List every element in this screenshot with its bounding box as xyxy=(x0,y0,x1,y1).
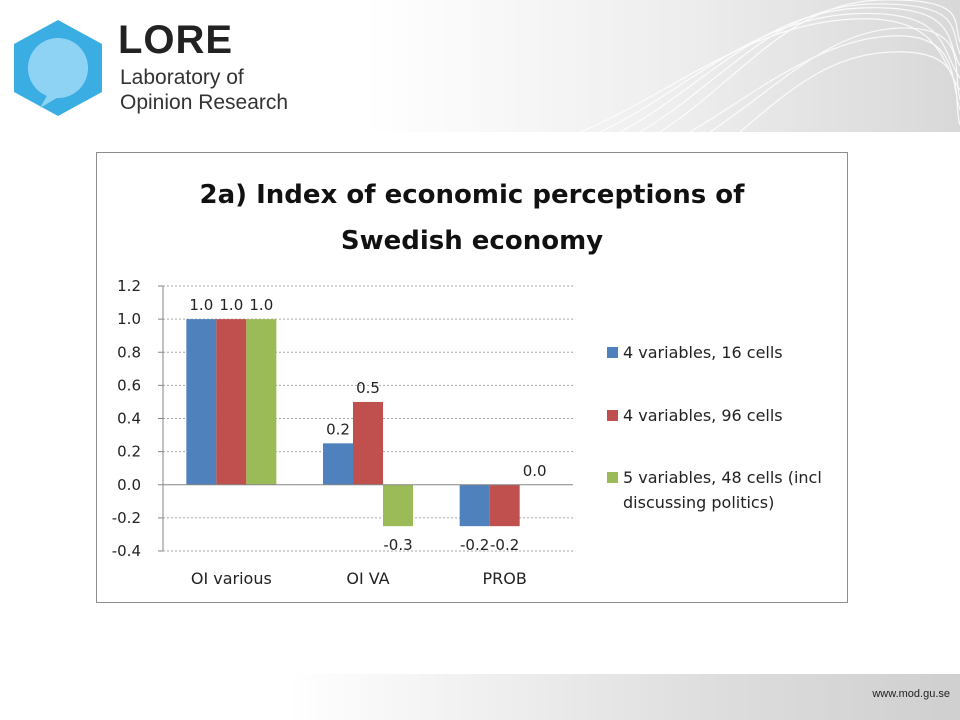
legend-swatch-1 xyxy=(607,347,618,358)
lore-logo-icon xyxy=(14,20,102,116)
bar-series-2-oi-various xyxy=(216,319,247,485)
y-tick-label: -0.2 xyxy=(112,509,141,527)
y-tick-label: 1.0 xyxy=(117,310,141,328)
legend-label: 4 variables, 16 cells xyxy=(623,343,783,362)
legend-swatch-2 xyxy=(607,410,618,421)
chart-title: 2a) Index of economic perceptions of Swed… xyxy=(200,180,746,256)
legend-label: discussing politics) xyxy=(623,493,774,512)
y-tick-label: -0.4 xyxy=(112,542,141,560)
data-label: 0.0 xyxy=(523,462,547,480)
axes xyxy=(162,286,573,551)
decorative-waves xyxy=(579,0,960,132)
brand-line-2: Opinion Research xyxy=(120,91,289,114)
data-labels: 1.0 1.0 1.0 0.2 0.5 -0.3 -0.2 -0.2 0.0 xyxy=(189,296,546,554)
bar-series-1-prob xyxy=(459,484,490,527)
y-tick-label: 0.0 xyxy=(117,476,141,494)
data-label: 1.0 xyxy=(249,296,273,314)
bar-series-3-oi-various xyxy=(246,319,277,485)
data-label: -0.3 xyxy=(383,536,412,554)
data-label: -0.2 xyxy=(460,536,489,554)
data-label: 1.0 xyxy=(219,296,243,314)
brand-name: LORE xyxy=(118,18,234,62)
bar-chart: 2a) Index of economic perceptions of Swed… xyxy=(112,180,822,588)
y-tick-label: 0.2 xyxy=(117,443,141,461)
bar-series-1-oi-various xyxy=(186,319,217,485)
legend: 4 variables, 16 cells 4 variables, 96 cel… xyxy=(607,343,822,512)
data-label: -0.2 xyxy=(490,536,519,554)
bars xyxy=(186,319,520,527)
legend-label: 5 variables, 48 cells (incl xyxy=(623,468,822,487)
chart-frame: 2a) Index of economic perceptions of Swed… xyxy=(96,152,848,603)
bar-series-3-oi-va xyxy=(383,484,413,527)
data-label: 0.5 xyxy=(356,379,380,397)
bar-series-1-oi-va xyxy=(323,443,353,485)
brand-line-1: Laboratory of xyxy=(120,66,244,89)
legend-label: 4 variables, 96 cells xyxy=(623,406,783,425)
bar-series-2-oi-va xyxy=(353,401,383,485)
legend-swatch-3 xyxy=(607,472,618,483)
y-tick-label: 0.6 xyxy=(117,376,141,394)
footer-bar xyxy=(0,674,960,720)
footer-url: www.mod.gu.se xyxy=(872,688,950,700)
y-tick-label: 1.2 xyxy=(117,277,141,295)
data-label: 0.2 xyxy=(326,420,350,438)
y-axis-ticks: 1.2 1.0 0.8 0.6 0.4 0.2 0.0 -0.2 -0.4 xyxy=(112,277,163,560)
x-category-label: OI VA xyxy=(346,569,389,588)
chart-title-line: Swedish economy xyxy=(341,226,603,256)
bar-series-2-prob xyxy=(489,484,520,527)
x-category-label: OI various xyxy=(191,569,272,588)
x-axis-categories: OI various OI VA PROB xyxy=(191,569,527,588)
header-banner: LORE Laboratory of Opinion Research xyxy=(0,0,960,132)
data-label: 1.0 xyxy=(189,296,213,314)
x-category-label: PROB xyxy=(482,569,526,588)
chart-title-line: 2a) Index of economic perceptions of xyxy=(200,180,746,210)
y-tick-label: 0.8 xyxy=(117,343,141,361)
y-tick-label: 0.4 xyxy=(117,410,141,428)
